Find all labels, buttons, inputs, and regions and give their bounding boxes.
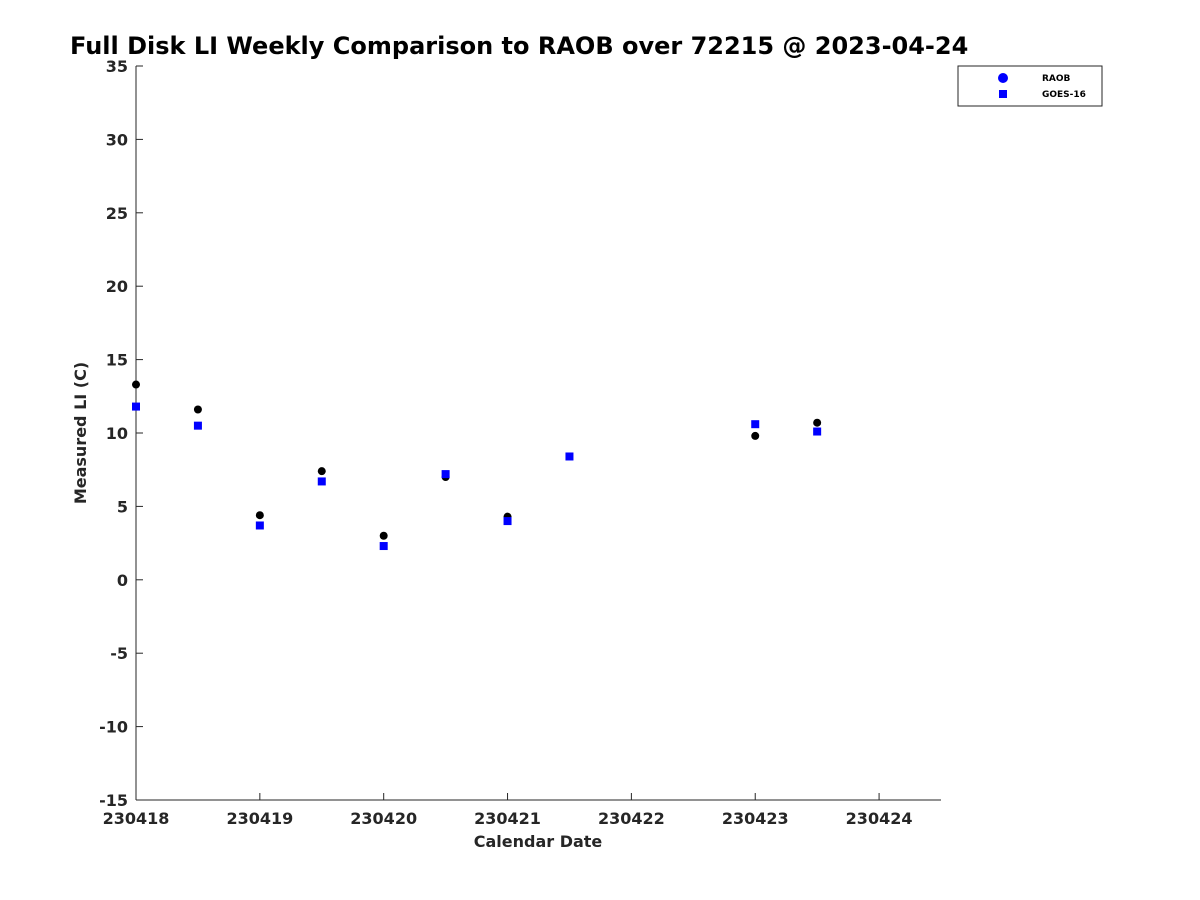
y-tick-label: -5 (110, 644, 128, 663)
raob-point (813, 418, 822, 427)
x-tick-label: 230423 (722, 809, 789, 828)
x-tick-label: 230419 (226, 809, 293, 828)
raob-point (317, 467, 326, 476)
y-tick-label: 0 (117, 571, 128, 590)
y-tick-label: 25 (106, 204, 128, 223)
legend: RAOB GOES-16 (957, 65, 1103, 107)
goes-point (751, 420, 760, 429)
goes-point (317, 477, 326, 486)
raob-point (132, 380, 140, 389)
legend-box (957, 65, 1103, 107)
raob-point (379, 531, 388, 540)
y-tick-label: 5 (117, 497, 128, 516)
x-axis-label: Calendar Date (474, 832, 603, 851)
goes-point (813, 427, 822, 436)
y-tick-label: 15 (106, 351, 128, 370)
y-tick-label: -10 (99, 718, 128, 737)
y-tick-label: 30 (106, 130, 128, 149)
goes-point (503, 517, 512, 526)
goes-point (379, 542, 388, 551)
legend-label-raob: RAOB (1042, 74, 1071, 84)
raob-point (751, 431, 760, 440)
x-tick-label: 230418 (103, 809, 170, 828)
legend-marker-raob (998, 73, 1008, 83)
legend-marker-goes-16 (999, 90, 1007, 98)
x-tick-label: 230422 (598, 809, 665, 828)
goes-point (441, 470, 450, 479)
x-tick-label: 230424 (846, 809, 913, 828)
y-tick-label: 10 (106, 424, 128, 443)
y-axis-ticks: 35 30 25 20 15 10 5 0 -5 -10 -15 (99, 57, 143, 810)
goes-point (255, 521, 264, 530)
data-points (132, 380, 822, 551)
plot-area: 35 30 25 20 15 10 5 0 -5 -10 -15 230418 230419 23042… (99, 57, 941, 828)
y-axis-label: Measured LI (C) (71, 362, 90, 504)
y-tick-label: 20 (106, 277, 128, 296)
legend-entries: RAOB GOES-16 (998, 73, 1086, 100)
x-axis-ticks: 230418 230419 230420 230421 230422 230423 2304… (103, 793, 913, 828)
goes-point (193, 421, 202, 430)
x-tick-label: 230421 (474, 809, 541, 828)
chart-title: Full Disk LI Weekly Comparison to RAOB o… (70, 32, 968, 60)
y-tick-label: 35 (106, 57, 128, 76)
series-goes-16 (132, 402, 822, 551)
y-tick-label: -15 (99, 791, 128, 810)
raob-point (255, 511, 264, 520)
legend-label-goes-16: GOES-16 (1042, 90, 1086, 100)
raob-point (193, 405, 202, 414)
goes-point (565, 452, 574, 461)
goes-point (132, 402, 140, 411)
x-tick-label: 230420 (350, 809, 417, 828)
